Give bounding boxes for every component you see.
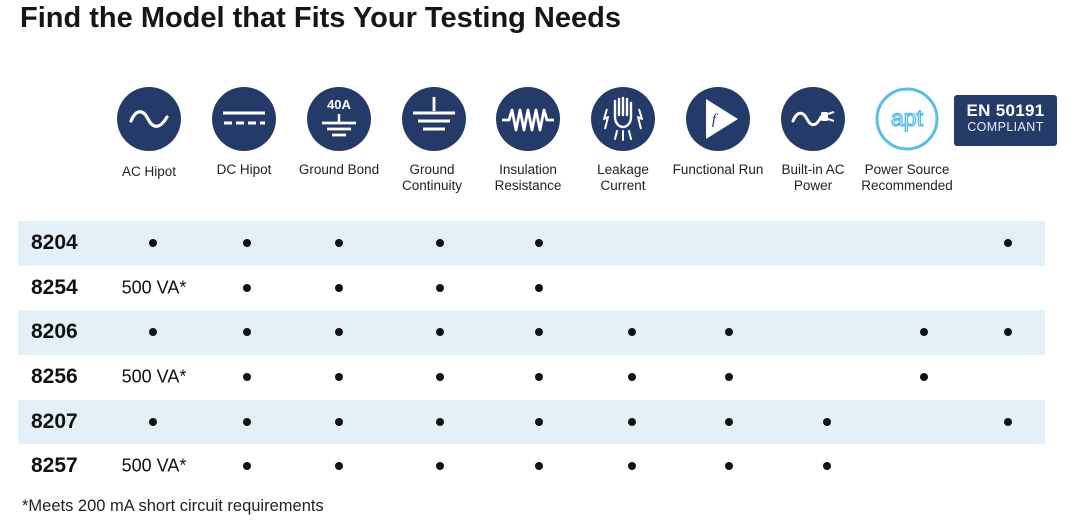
play-function-icon: f <box>686 87 750 151</box>
feature-dot <box>436 373 444 382</box>
feature-dot <box>149 239 157 248</box>
feature-dot <box>628 328 636 337</box>
model-number: 8256 <box>31 365 78 389</box>
feature-dot <box>823 462 831 471</box>
feature-dot <box>436 417 444 426</box>
sine-wave-icon <box>117 87 181 151</box>
model-number: 8207 <box>31 409 78 433</box>
feature-value: 500 VA* <box>121 455 187 476</box>
en50191-compliant-badge: EN 50191 COMPLIANT <box>954 95 1057 146</box>
feature-dot <box>243 417 251 426</box>
feature-dot <box>535 373 543 382</box>
feature-dot <box>243 462 251 471</box>
feature-dot <box>535 239 543 248</box>
feature-dot <box>628 417 636 426</box>
hand-leakage-icon <box>591 87 655 151</box>
plug-sine-icon <box>781 87 845 151</box>
table-row: 8256 500 VA* <box>18 355 1045 400</box>
feature-dot <box>1004 239 1012 248</box>
feature-dot <box>335 462 343 471</box>
model-number: 8254 <box>31 275 78 299</box>
feature-dot <box>149 328 157 337</box>
feature-value: 500 VA* <box>121 366 187 387</box>
feature-dot <box>335 417 343 426</box>
ground-icon <box>402 87 466 151</box>
feature-dot <box>335 283 343 292</box>
feature-dot <box>628 462 636 471</box>
table-row: 8206 <box>18 310 1045 355</box>
footnote: *Meets 200 mA short circuit requirements <box>22 497 324 515</box>
feature-dot <box>920 373 928 382</box>
feature-dot <box>243 328 251 337</box>
feature-dot <box>920 328 928 337</box>
feature-dot <box>725 417 733 426</box>
feature-dot <box>823 417 831 426</box>
page-title: Find the Model that Fits Your Testing Ne… <box>20 2 621 34</box>
column-label-leakage-current: Leakage Current <box>597 162 649 193</box>
feature-dot <box>335 373 343 382</box>
model-number: 8257 <box>31 454 78 478</box>
column-label-ground-continuity: Ground Continuity <box>401 162 463 193</box>
feature-dot <box>436 328 444 337</box>
feature-dot <box>628 373 636 382</box>
apt-logo-text: apt <box>891 105 924 131</box>
ground-bond-icon: 40A <box>307 87 371 151</box>
feature-dot <box>725 373 733 382</box>
ground-bond-amps: 40A <box>327 97 351 112</box>
model-number: 8204 <box>31 231 78 255</box>
column-label-functional-run: Functional Run <box>672 162 764 177</box>
badge-status: COMPLIANT <box>967 120 1044 134</box>
feature-dot <box>535 328 543 337</box>
dc-line-icon <box>212 87 276 151</box>
feature-dot <box>725 462 733 471</box>
feature-dot <box>535 283 543 292</box>
column-label-ground-bond: Ground Bond <box>298 162 380 177</box>
column-label-builtin-ac-power: Built-in AC Power <box>781 162 845 193</box>
feature-dot <box>535 462 543 471</box>
feature-dot <box>335 239 343 248</box>
feature-dot <box>243 283 251 292</box>
feature-dot <box>243 373 251 382</box>
model-comparison-table: 8204 8254 500 VA* 8206 8256 500 VA* 8207 8257 50… <box>18 221 1045 489</box>
table-row: 8257 500 VA* <box>18 444 1045 489</box>
table-row: 8207 <box>18 399 1045 444</box>
apt-logo-icon: apt <box>875 87 939 151</box>
feature-dot <box>535 417 543 426</box>
feature-dot <box>243 239 251 248</box>
badge-standard: EN 50191 <box>966 101 1045 120</box>
feature-dot <box>1004 328 1012 337</box>
feature-dot <box>1004 417 1012 426</box>
table-row: 8204 <box>18 221 1045 266</box>
function-symbol: f <box>712 112 718 128</box>
feature-value: 500 VA* <box>121 277 187 298</box>
column-label-insulation-resistance: Insulation Resistance <box>494 162 562 193</box>
feature-dot <box>335 328 343 337</box>
feature-dot <box>436 239 444 248</box>
table-row: 8254 500 VA* <box>18 266 1045 311</box>
column-label-ac-hipot: AC Hipot <box>121 164 177 179</box>
feature-dot <box>436 283 444 292</box>
column-label-power-source: Power Source Recommended <box>861 162 953 193</box>
feature-dot <box>149 417 157 426</box>
feature-dot <box>725 328 733 337</box>
resistor-icon <box>496 87 560 151</box>
column-label-dc-hipot: DC Hipot <box>216 162 272 177</box>
feature-dot <box>436 462 444 471</box>
model-number: 8206 <box>31 320 78 344</box>
